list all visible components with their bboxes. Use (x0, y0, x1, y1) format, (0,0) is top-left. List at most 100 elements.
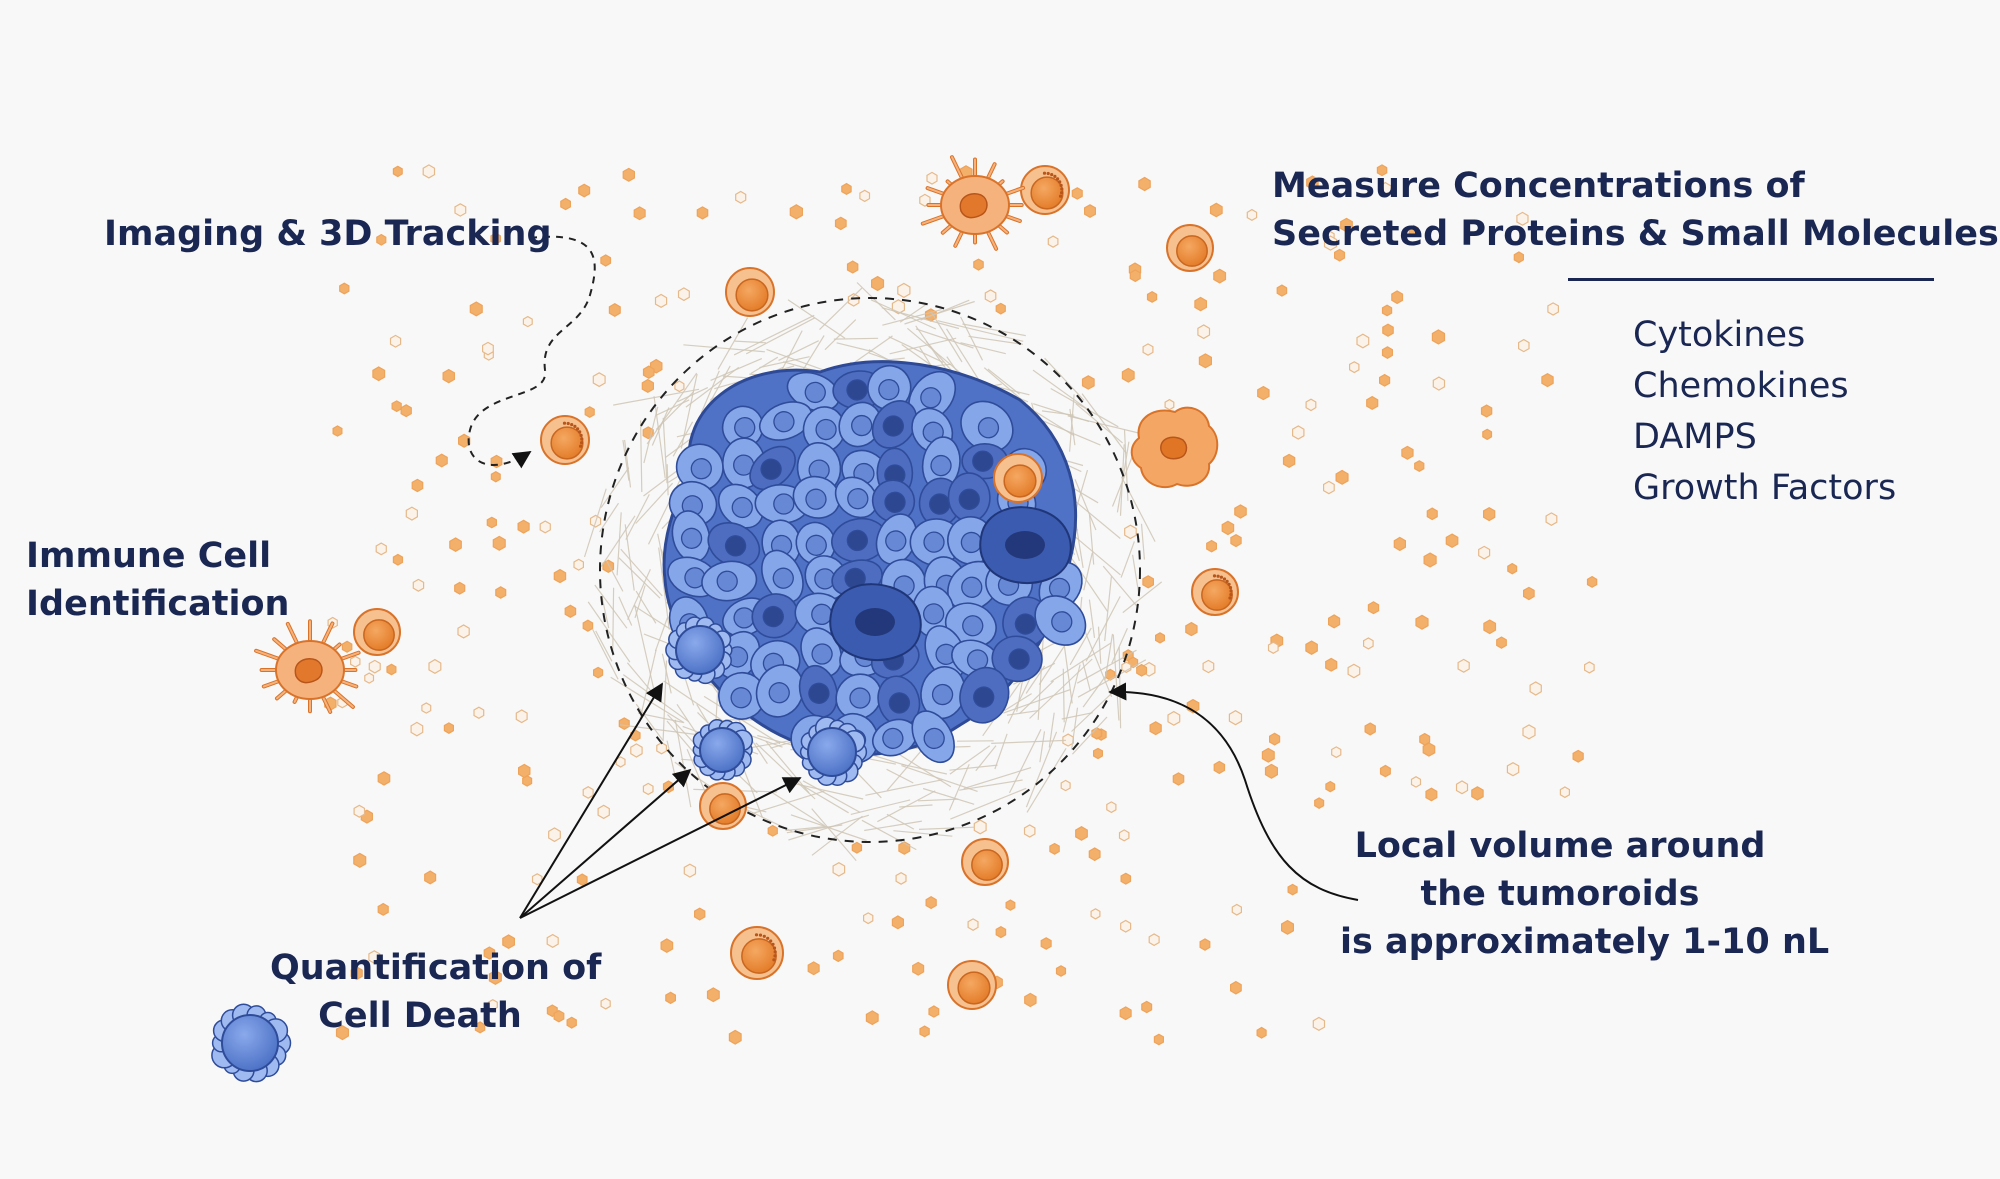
matrix-fiber (601, 595, 610, 629)
volume-label-line: is approximately 1-10 nL (1340, 922, 1830, 962)
tumor-cell (800, 627, 843, 678)
matrix-fiber (717, 317, 749, 370)
matrix-fiber (836, 342, 873, 353)
secreted-molecule-icon (973, 258, 984, 271)
secreted-molecule-icon (531, 873, 543, 886)
matrix-fiber (1069, 627, 1092, 666)
secreted-molecule-icon (1583, 661, 1595, 674)
matrix-fiber (1102, 565, 1139, 609)
matrix-fiber (893, 830, 953, 837)
matrix-fiber (856, 282, 896, 321)
secreted-molecule-icon (435, 453, 448, 468)
secreted-molecule-icon (424, 870, 437, 885)
matrix-fiber (643, 406, 659, 464)
dendritic-cell (254, 619, 361, 714)
secreted-molecule-icon (859, 189, 871, 203)
secreted-molecule-icon (1455, 780, 1469, 795)
matrix-fiber (612, 587, 615, 656)
secreted-molecule-icon (1091, 727, 1102, 740)
secreted-molecule-icon (376, 233, 387, 246)
secreted-molecule-icon (696, 206, 709, 220)
secreted-molecule-icon (584, 406, 595, 418)
tumor-cell (1034, 595, 1087, 646)
secreted-molecule-icon (1199, 938, 1211, 951)
matrix-fiber (960, 316, 984, 361)
secreted-molecule-icon (1124, 524, 1137, 540)
secreted-molecule-icon (1213, 760, 1226, 775)
secreted-molecule-icon (865, 1010, 879, 1026)
tumor-cell (835, 673, 882, 720)
secreted-molecule-icon (967, 918, 979, 931)
secreted-molecule-icon (1325, 657, 1338, 672)
secreted-molecule-icon (454, 581, 466, 595)
secreted-molecule-icon (1047, 235, 1059, 248)
secreted-molecule-icon (1246, 208, 1258, 221)
matrix-fiber (626, 662, 662, 703)
secreted-molecule-icon (1423, 552, 1437, 568)
matrix-fiber (937, 320, 1024, 342)
secreted-molecule-icon (1356, 333, 1370, 349)
matrix-fiber (922, 787, 975, 805)
matrix-fiber (1088, 514, 1095, 565)
secreted-molecule-icon (454, 203, 467, 217)
secreted-molecule-icon (912, 961, 925, 976)
matrix-fiber (662, 660, 668, 742)
matrix-fiber (1062, 668, 1065, 723)
secreted-molecule-icon (553, 1009, 565, 1023)
secreted-molecule-icon (1213, 268, 1227, 284)
pointer-arrow (1108, 682, 1359, 901)
matrix-fiber (1077, 659, 1147, 698)
matrix-fiber (811, 808, 857, 861)
matrix-fiber (1119, 444, 1125, 516)
secreted-molecule-icon (1276, 284, 1288, 297)
secreted-molecule-icon (474, 1021, 486, 1034)
cell-death-label-line: Quantification of (270, 948, 602, 988)
matrix-fiber (948, 764, 970, 811)
secreted-molecule-icon (515, 709, 528, 724)
secreted-molecule-icon (517, 519, 530, 534)
t-cell-icon (725, 267, 775, 317)
list-item: Cytokines (1633, 315, 1806, 355)
matrix-fiber (1097, 626, 1102, 664)
matrix-fiber (788, 814, 870, 841)
tumor-cell (831, 517, 888, 563)
tumor-cell (921, 436, 961, 491)
matrix-fiber (599, 502, 620, 533)
secreted-molecule-icon (332, 425, 343, 437)
secreted-molecule-icon (443, 722, 454, 734)
local-volume-boundary (599, 297, 1141, 843)
tumor-cell (871, 479, 916, 523)
matrix-fiber (1039, 731, 1046, 763)
secreted-molecule-icon (1522, 586, 1535, 601)
matrix-fiber (749, 790, 825, 816)
secreted-molecule-icon (665, 991, 677, 1005)
secreted-molecule-icon (1529, 681, 1542, 696)
matrix-fiber (765, 741, 810, 794)
secreted-molecule-icon (1496, 636, 1507, 649)
tumor-cell (947, 560, 1000, 612)
secreted-molecule-icon (1202, 659, 1215, 674)
secreted-molecule-icon (1517, 338, 1530, 353)
matrix-fiber (899, 804, 933, 808)
secreted-molecule-icon (1256, 1026, 1267, 1039)
matrix-fiber (1050, 642, 1112, 683)
matrix-fiber (785, 826, 826, 832)
secreted-molecule-icon (1323, 235, 1338, 251)
matrix-fiber (800, 783, 849, 814)
secreted-molecule-icon (582, 786, 594, 799)
secreted-molecule-icon (789, 204, 804, 220)
secreted-molecule-icon (1092, 747, 1104, 760)
secreted-molecule-icon (1431, 329, 1446, 345)
secreted-molecule-icon (1391, 290, 1404, 305)
secreted-molecule-icon (1075, 826, 1088, 841)
secreted-molecule-icon (597, 804, 610, 820)
matrix-fiber (733, 314, 815, 356)
matrix-fiber (787, 299, 846, 339)
secreted-molecule-icon (1005, 899, 1016, 911)
secreted-molecule-icon (1415, 614, 1429, 630)
secreted-molecule-icon (1545, 512, 1558, 526)
secreted-molecule-icon (925, 896, 937, 910)
secreted-molecule-icon (984, 289, 997, 303)
secreted-molecule-icon (1167, 710, 1181, 726)
secreted-molecule-icon (1325, 780, 1336, 793)
